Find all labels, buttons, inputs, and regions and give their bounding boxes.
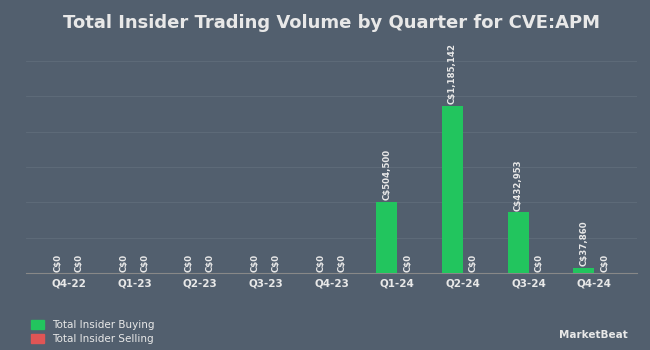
Text: C$0: C$0 <box>403 253 412 272</box>
Text: C$0: C$0 <box>120 253 129 272</box>
Text: C$0: C$0 <box>75 253 84 272</box>
Text: C$0: C$0 <box>337 253 346 272</box>
Text: C$0: C$0 <box>251 253 260 272</box>
Text: C$37,860: C$37,860 <box>579 221 588 266</box>
Text: C$432,953: C$432,953 <box>514 159 523 210</box>
Text: C$0: C$0 <box>185 253 194 272</box>
Text: C$0: C$0 <box>272 253 281 272</box>
Title: Total Insider Trading Volume by Quarter for CVE:APM: Total Insider Trading Volume by Quarter … <box>63 14 600 32</box>
Text: C$0: C$0 <box>469 253 478 272</box>
Text: MarketBeat: MarketBeat <box>558 329 627 340</box>
Bar <box>442 106 463 273</box>
Text: C$0: C$0 <box>534 253 543 272</box>
Text: C$0: C$0 <box>601 253 609 272</box>
Bar <box>376 202 397 273</box>
Text: C$504,500: C$504,500 <box>382 149 391 201</box>
Bar <box>573 268 594 273</box>
Text: C$1,185,142: C$1,185,142 <box>448 43 457 104</box>
Bar <box>508 212 528 273</box>
Legend: Total Insider Buying, Total Insider Selling: Total Insider Buying, Total Insider Sell… <box>31 320 155 344</box>
Text: C$0: C$0 <box>206 253 215 272</box>
Text: C$0: C$0 <box>317 253 326 272</box>
Text: C$0: C$0 <box>54 253 62 272</box>
Text: C$0: C$0 <box>140 253 150 272</box>
